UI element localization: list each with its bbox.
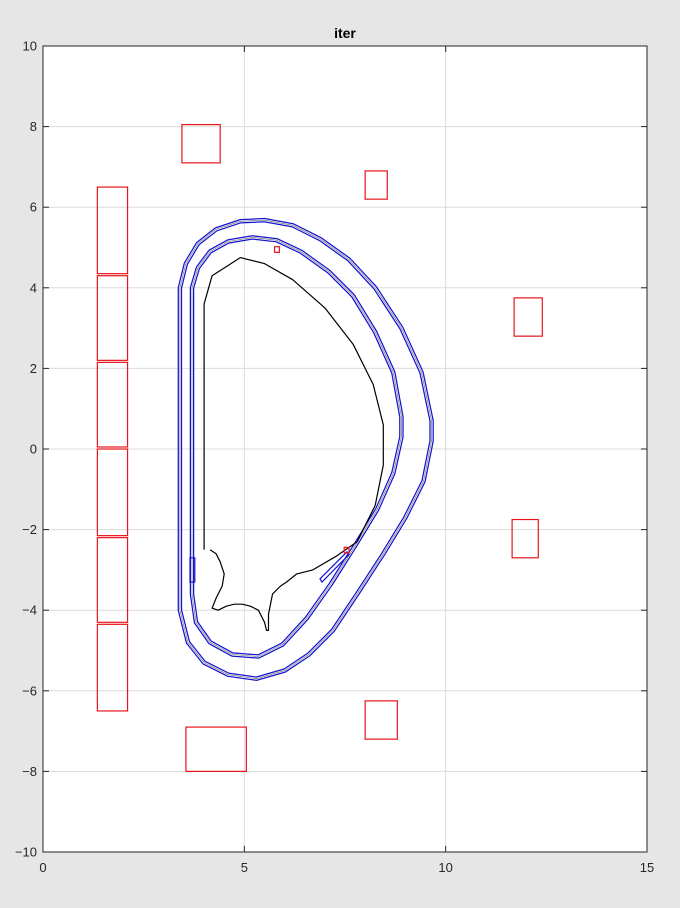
coil-cs2u [96,275,129,361]
y-tick-label: 8 [30,119,37,134]
coil-cs3u [96,186,129,275]
y-tick-label: −4 [22,603,37,618]
coil-pf5 [364,700,398,740]
x-tick-label: 5 [241,860,248,875]
y-tick-label: 2 [30,361,37,376]
coil-vs-upper [273,246,280,253]
plot-area [96,123,543,773]
divertor-plate-0 [319,550,350,583]
y-tick-label: −8 [22,764,37,779]
coil-pf1 [181,123,221,164]
divertor-plate-1 [189,557,196,583]
x-tick-label: 10 [438,860,452,875]
coil-cs1l [96,448,129,537]
coil-pf3 [513,297,543,337]
x-tick-label: 15 [640,860,654,875]
coil-pf6 [185,726,247,773]
chart-title: iter [334,25,356,41]
limiter-line [203,257,384,632]
coil-pf4 [511,518,539,559]
axis-ticks: 0 5 10 15 −10 −8 −6 −4 −2 0 2 4 6 8 10 [15,39,654,876]
x-tick-label: 0 [39,860,46,875]
coil-vs-lower [343,546,350,554]
y-tick-label: −10 [15,845,37,860]
y-tick-label: −6 [22,683,37,698]
coil-cs2l [96,537,129,623]
grid [43,46,647,852]
y-tick-label: 10 [23,39,37,54]
vessel-outer-core [179,219,432,680]
coil-pf2 [364,170,388,200]
coil-cs1u [96,361,129,448]
y-tick-label: −2 [22,522,37,537]
y-tick-label: 0 [30,442,37,457]
coil-cs3l [96,623,129,712]
y-tick-label: 4 [30,280,37,295]
y-tick-label: 6 [30,200,37,215]
vessel-inner-core [191,237,402,657]
